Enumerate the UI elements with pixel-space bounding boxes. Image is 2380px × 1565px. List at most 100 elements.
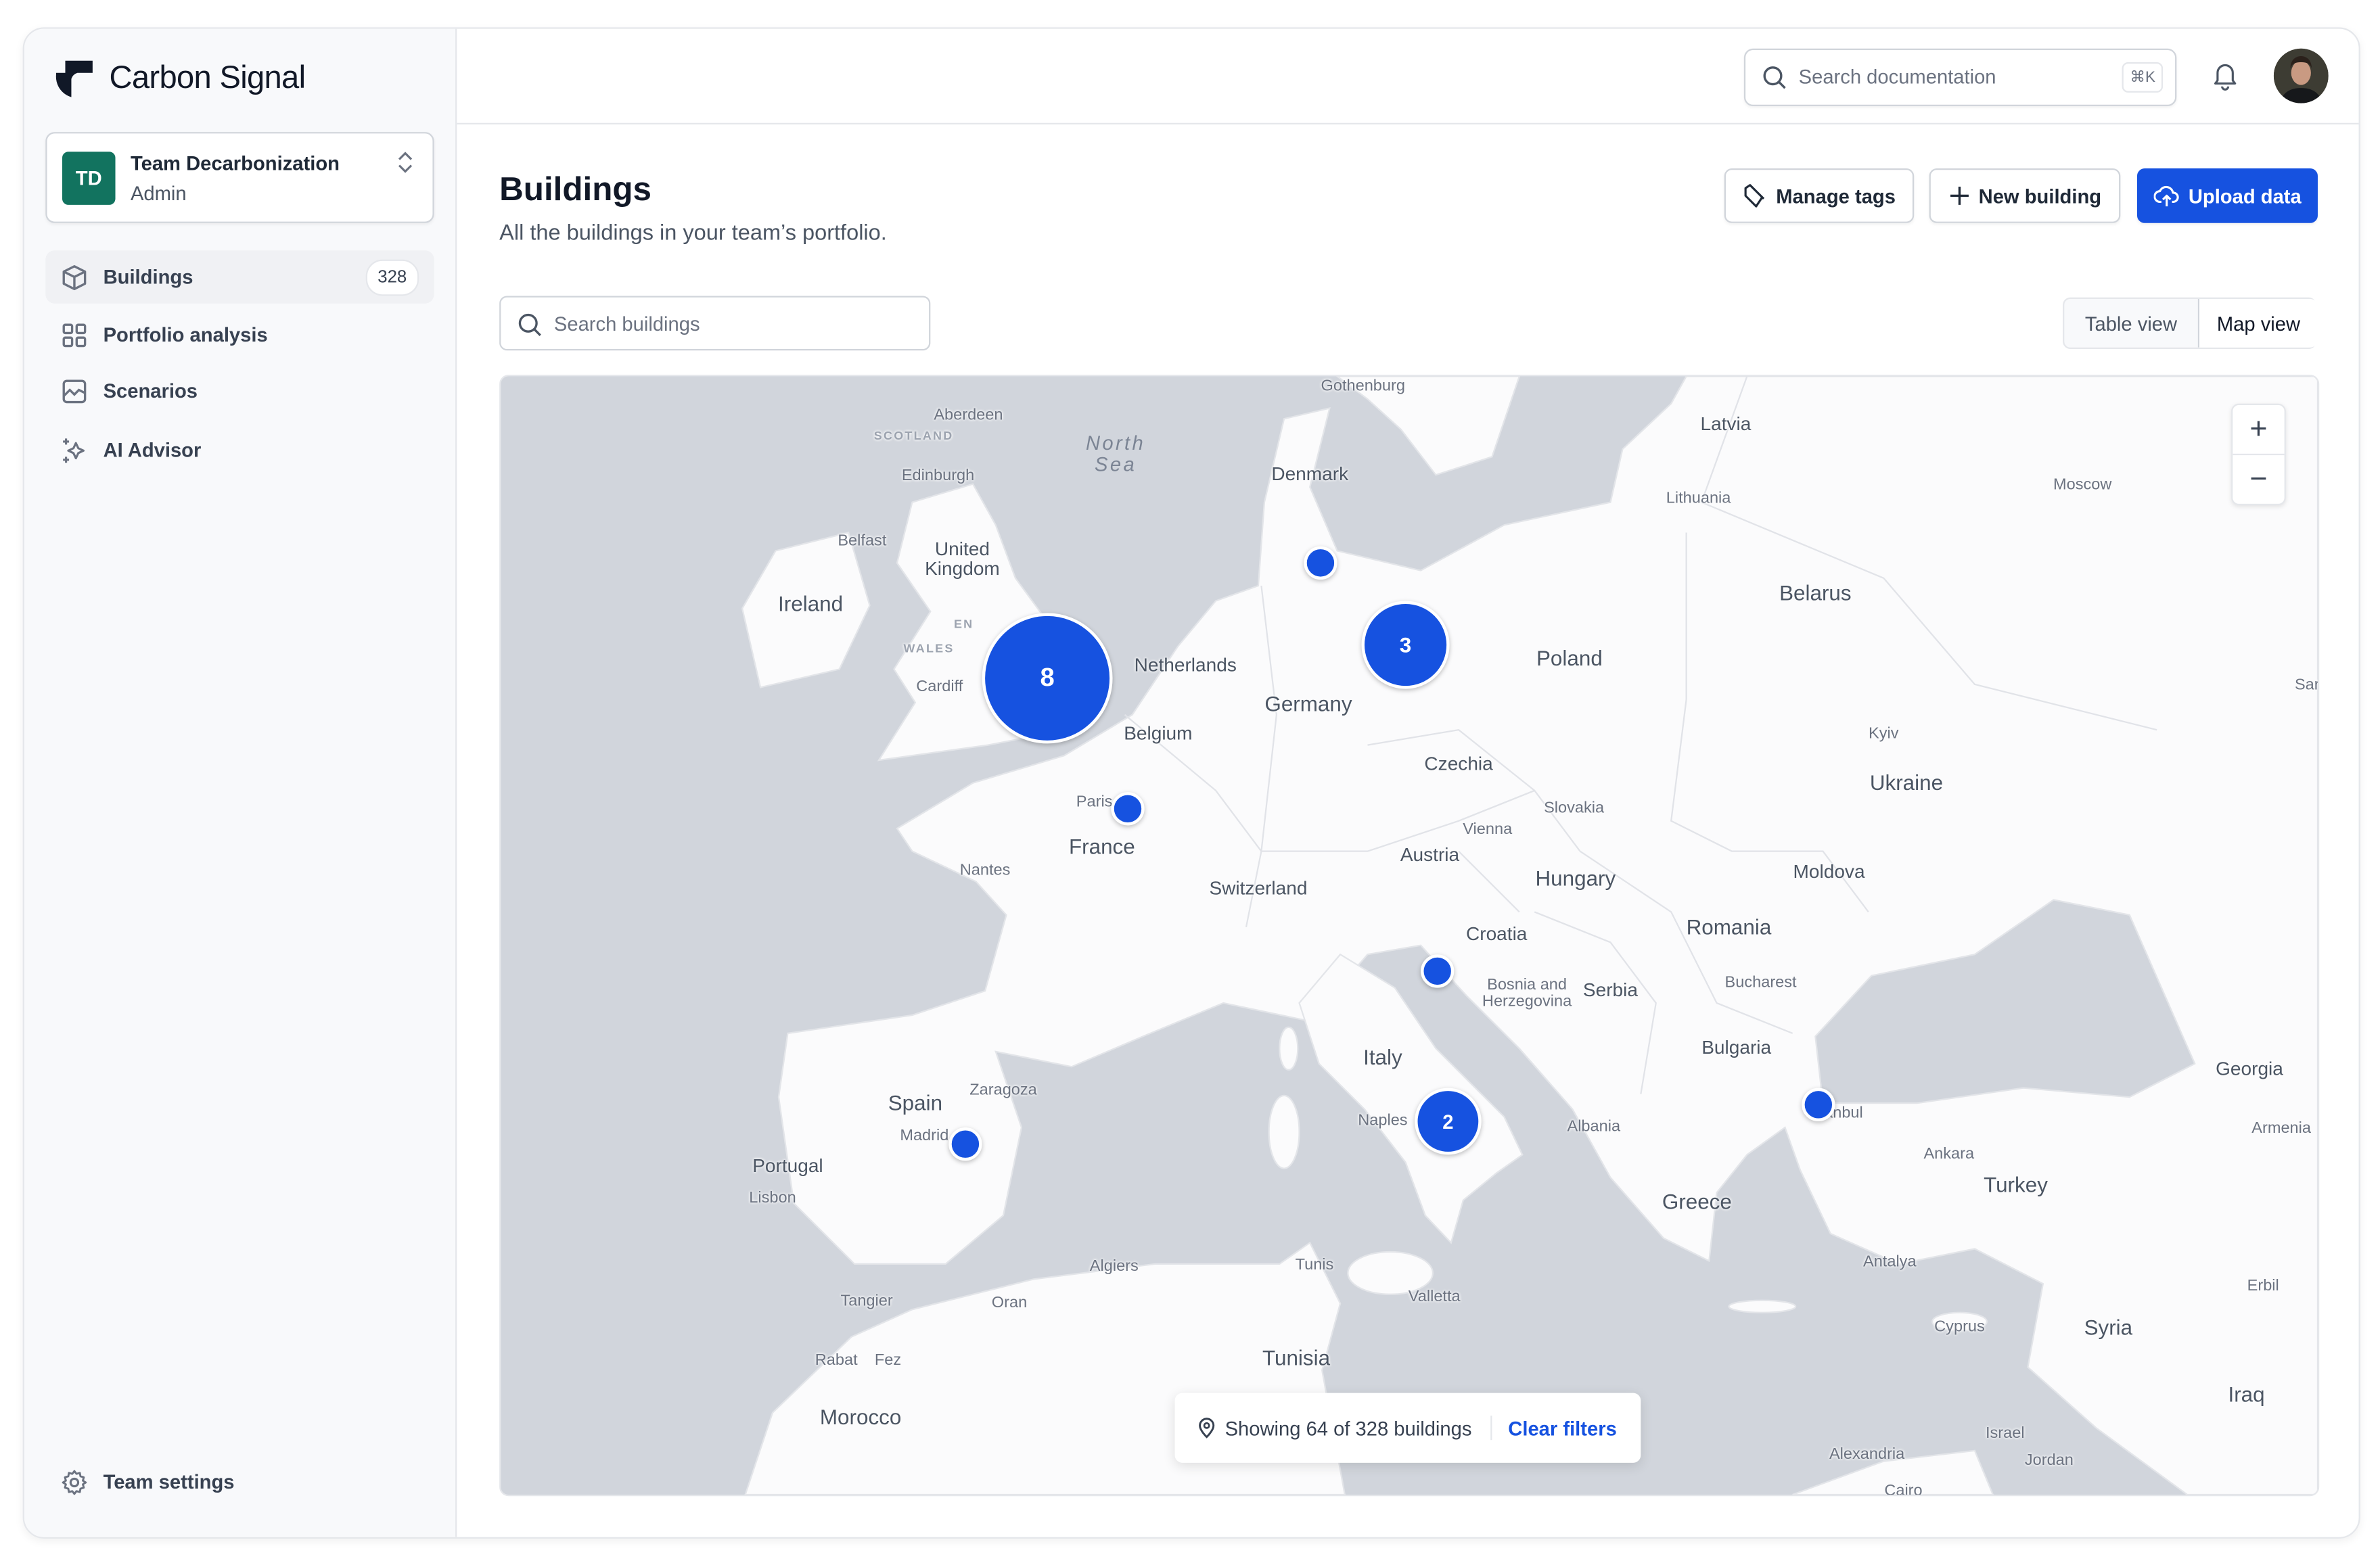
map-label: Paris xyxy=(1076,793,1113,812)
documentation-search-input[interactable]: Search documentation ⌘K xyxy=(1743,48,2177,107)
map-label: Albania xyxy=(1567,1117,1621,1136)
cluster-marker[interactable]: 3 xyxy=(1361,601,1450,689)
map-label: Iraq xyxy=(2228,1382,2265,1407)
map-label: France xyxy=(1068,834,1135,859)
zoom-controls: + − xyxy=(2231,403,2286,506)
app-name: Carbon Signal xyxy=(109,60,306,96)
sidebar-item-scenarios[interactable]: Scenarios xyxy=(45,364,434,417)
building-marker[interactable] xyxy=(948,1127,982,1161)
map-label: Moldova xyxy=(1793,861,1865,883)
map-label: Tunisia xyxy=(1262,1345,1331,1370)
buildings-map[interactable]: Gothenburg Aberdeen SCOTLAND Edinburgh North… xyxy=(499,375,2320,1497)
map-label: Cyprus xyxy=(1934,1317,1985,1336)
sidebar-item-label: Portfolio analysis xyxy=(103,323,268,346)
search-placeholder: Search buildings xyxy=(553,312,700,335)
chart-icon xyxy=(62,379,87,403)
sidebar-item-buildings[interactable]: Buildings 328 xyxy=(45,250,434,304)
manage-tags-button[interactable]: Manage tags xyxy=(1724,168,1915,223)
map-label: Aberdeen xyxy=(934,406,1003,425)
map-label: WALES xyxy=(903,641,955,655)
search-icon xyxy=(518,313,541,337)
table-view-tab[interactable]: Table view xyxy=(2084,312,2178,335)
map-label: Edinburgh xyxy=(901,466,975,485)
new-building-button[interactable]: New building xyxy=(1929,168,2121,223)
cluster-marker[interactable]: 2 xyxy=(1415,1088,1482,1155)
sidebar-item-label: AI Advisor xyxy=(103,438,202,462)
map-label: Ukraine xyxy=(1869,770,1944,795)
buildings-count-badge: 328 xyxy=(365,258,419,296)
map-label: Oran xyxy=(991,1293,1028,1312)
page-title: Buildings xyxy=(499,170,651,208)
upload-data-button[interactable]: Upload data xyxy=(2136,168,2318,223)
view-toggle: Table view Map view xyxy=(2063,297,2318,350)
map-label: Armenia xyxy=(2251,1119,2312,1138)
top-header: Search documentation ⌘K xyxy=(457,29,2359,124)
map-label: Croatia xyxy=(1465,923,1528,945)
user-avatar[interactable] xyxy=(2273,48,2329,103)
logo[interactable]: Carbon Signal xyxy=(55,60,306,99)
team-role: Admin xyxy=(130,182,187,205)
map-label: Portugal xyxy=(752,1155,823,1177)
team-switcher[interactable]: TD Team Decarbonization Admin xyxy=(45,132,434,223)
map-label: Israel xyxy=(1985,1424,2025,1443)
map-label: Bosnia and Herzegovina xyxy=(1482,975,1572,1011)
sidebar-item-portfolio-analysis[interactable]: Portfolio analysis xyxy=(45,308,434,361)
map-label: Ankara xyxy=(1923,1144,1975,1163)
map-label: Cardiff xyxy=(916,677,963,696)
sidebar-item-team-settings[interactable]: Team settings xyxy=(45,1455,434,1509)
building-marker[interactable] xyxy=(1111,792,1145,826)
map-label: Nantes xyxy=(959,861,1011,880)
sparkles-icon xyxy=(63,438,85,463)
map-label: Denmark xyxy=(1271,463,1349,485)
map-label: Rabat xyxy=(815,1351,858,1370)
map-label: Switzerland xyxy=(1209,877,1308,900)
map-label: Romania xyxy=(1686,914,1772,939)
bell-icon[interactable] xyxy=(2213,61,2237,91)
cluster-marker[interactable]: 8 xyxy=(982,613,1113,744)
map-label: Vienna xyxy=(1463,820,1513,839)
map-label: Syria xyxy=(2084,1315,2133,1340)
building-marker[interactable] xyxy=(1304,546,1337,580)
manage-tags-label: Manage tags xyxy=(1776,184,1896,208)
map-label: Jordan xyxy=(2024,1451,2074,1470)
map-label: Hungary xyxy=(1535,866,1616,891)
sidebar-item-ai-advisor[interactable]: AI Advisor xyxy=(45,423,434,477)
building-marker[interactable] xyxy=(1802,1088,1835,1122)
zoom-in-button[interactable]: + xyxy=(2233,405,2285,456)
map-label: Fez xyxy=(874,1351,902,1370)
map-label: Morocco xyxy=(819,1404,902,1429)
map-label: Lisbon xyxy=(749,1188,796,1207)
map-label: Latvia xyxy=(1700,413,1752,435)
map-label: Poland xyxy=(1536,646,1603,670)
map-pin-icon xyxy=(1199,1418,1215,1439)
map-label: Belfast xyxy=(838,532,887,551)
land-italy xyxy=(1298,953,1524,1244)
map-label: Sar xyxy=(2294,676,2320,695)
map-label: Georgia xyxy=(2216,1058,2283,1080)
map-label: Italy xyxy=(1363,1045,1402,1069)
cloud-upload-icon xyxy=(2153,185,2179,207)
map-label: Algiers xyxy=(1089,1257,1139,1276)
map-view-tab[interactable]: Map view xyxy=(2197,298,2318,348)
carbon-signal-logo-icon xyxy=(55,60,93,97)
map-basemap xyxy=(741,376,2318,1495)
clear-filters-link[interactable]: Clear filters xyxy=(1508,1416,1617,1440)
map-label: Gothenburg xyxy=(1321,377,1405,396)
map-label: Moscow xyxy=(2053,475,2112,494)
keyboard-shortcut: ⌘K xyxy=(2122,62,2164,93)
building-marker[interactable] xyxy=(1421,954,1455,988)
map-label: Spain xyxy=(888,1090,943,1115)
map-label: Czechia xyxy=(1424,753,1493,775)
map-label: Bulgaria xyxy=(1701,1037,1772,1058)
land-egypt xyxy=(1792,1449,1994,1495)
map-label: Austria xyxy=(1400,844,1460,866)
land-scandinavia xyxy=(1335,376,1521,476)
search-buildings-input[interactable]: Search buildings xyxy=(499,296,931,351)
map-label: Alexandria xyxy=(1829,1445,1905,1464)
zoom-out-button[interactable]: − xyxy=(2249,462,2268,496)
land-europe xyxy=(777,376,2318,1495)
map-label: Belarus xyxy=(1779,580,1852,605)
app-window: Carbon Signal TD Team Decarbonization Ad… xyxy=(22,27,2360,1539)
country-borders xyxy=(1124,376,2157,1094)
map-label: Germany xyxy=(1264,691,1352,716)
